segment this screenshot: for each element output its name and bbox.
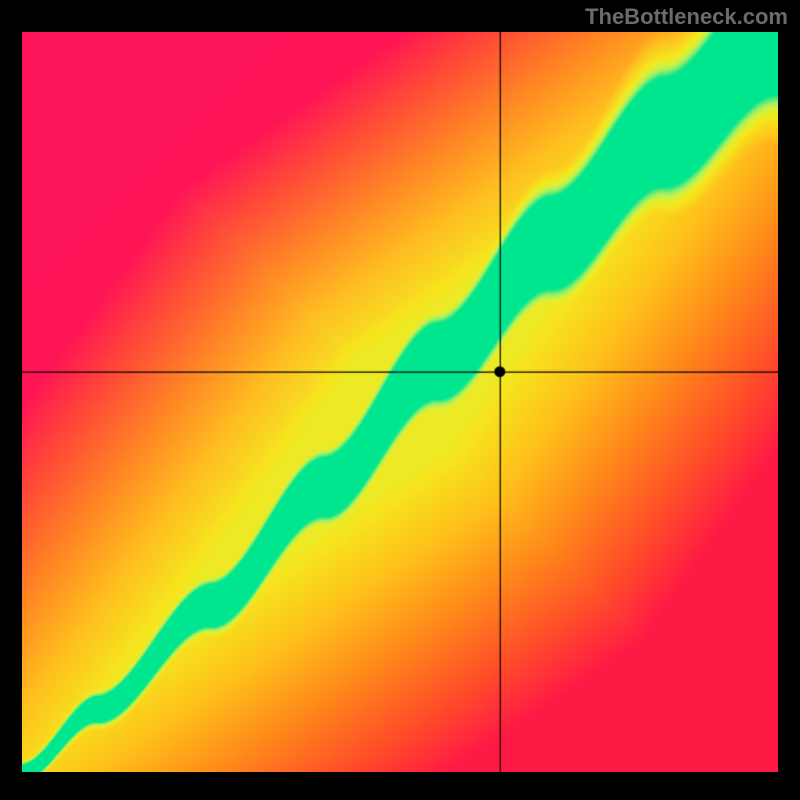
crosshair-overlay xyxy=(22,32,778,772)
watermark-text: TheBottleneck.com xyxy=(585,4,788,30)
chart-stage: { "watermark": { "text": "TheBottleneck.… xyxy=(0,0,800,800)
